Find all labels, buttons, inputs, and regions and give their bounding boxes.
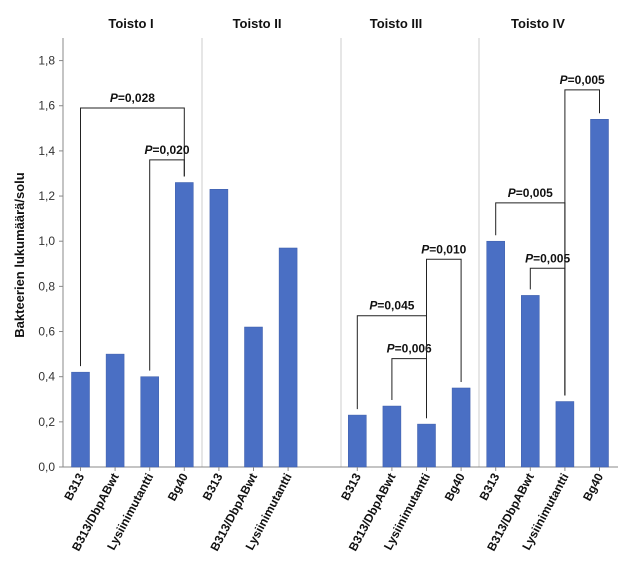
bar bbox=[486, 240, 505, 468]
bar bbox=[417, 423, 436, 468]
panel-title: Toisto I bbox=[108, 16, 153, 31]
x-tick-label: B313 bbox=[61, 471, 87, 503]
y-tick-label: 0,4 bbox=[38, 370, 55, 384]
p-value-label: P=0,005 bbox=[508, 186, 553, 200]
bar bbox=[175, 182, 194, 468]
y-tick-label: 0,6 bbox=[38, 325, 55, 339]
p-value-label: P=0,020 bbox=[144, 143, 189, 157]
y-tick-label: 0,0 bbox=[38, 460, 55, 474]
x-tick-label: Bg40 bbox=[165, 471, 191, 504]
y-tick-label: 1,8 bbox=[38, 54, 55, 68]
bar bbox=[71, 371, 90, 468]
panel-dividers bbox=[201, 38, 480, 467]
y-tick-label: 1,4 bbox=[38, 144, 55, 158]
bar bbox=[278, 247, 298, 468]
x-tick-label: Bg40 bbox=[442, 471, 468, 504]
y-tick-label: 0,2 bbox=[38, 415, 55, 429]
p-value-label: P=0,010 bbox=[421, 242, 466, 256]
bar bbox=[451, 387, 471, 468]
y-axis: 0,0 0,2 0,4 0,6 0,8 1,0 1,2 1,4 1,6 1,8 bbox=[38, 38, 618, 474]
bar bbox=[521, 295, 540, 468]
bar bbox=[244, 326, 263, 468]
p-value-label: P=0,006 bbox=[387, 342, 432, 356]
y-axis-label: Bakteerien lukumäärä/solu bbox=[12, 172, 27, 338]
y-tick-label: 1,6 bbox=[38, 99, 55, 113]
y-tick-label: 0,8 bbox=[38, 279, 55, 293]
bar bbox=[140, 376, 159, 468]
significance-bracket bbox=[149, 159, 185, 371]
bar bbox=[348, 414, 367, 468]
panel-titles: Toisto I Toisto II Toisto III Toisto IV bbox=[108, 16, 565, 31]
panel-title: Toisto IV bbox=[511, 16, 565, 31]
significance-bracket bbox=[80, 107, 185, 367]
y-tick-label: 1,0 bbox=[38, 234, 55, 248]
bars bbox=[71, 119, 609, 468]
bar bbox=[105, 353, 125, 468]
significance-bracket bbox=[564, 89, 600, 396]
x-tick-label: B313 bbox=[477, 471, 503, 503]
p-value-label: P=0,005 bbox=[525, 251, 570, 265]
y-tick-label: 1,2 bbox=[38, 189, 55, 203]
bar bbox=[590, 119, 609, 468]
p-value-label: P=0,005 bbox=[560, 73, 605, 87]
significance-bracket bbox=[426, 258, 462, 419]
p-value-label: P=0,045 bbox=[369, 299, 414, 313]
p-value-label: P=0,028 bbox=[110, 91, 155, 105]
x-tick-label: Bg40 bbox=[580, 471, 606, 504]
bar bbox=[555, 401, 575, 468]
panel-title: Toisto II bbox=[233, 16, 282, 31]
x-tick-label: B313 bbox=[200, 471, 226, 503]
bar bbox=[382, 405, 402, 468]
x-tick-label: B313 bbox=[338, 471, 364, 503]
panel-title: Toisto III bbox=[370, 16, 422, 31]
bar bbox=[209, 189, 229, 468]
significance-brackets: P=0,028 P=0,020 P=0,045 P=0,006 P=0,010 P=0,0… bbox=[80, 73, 605, 419]
